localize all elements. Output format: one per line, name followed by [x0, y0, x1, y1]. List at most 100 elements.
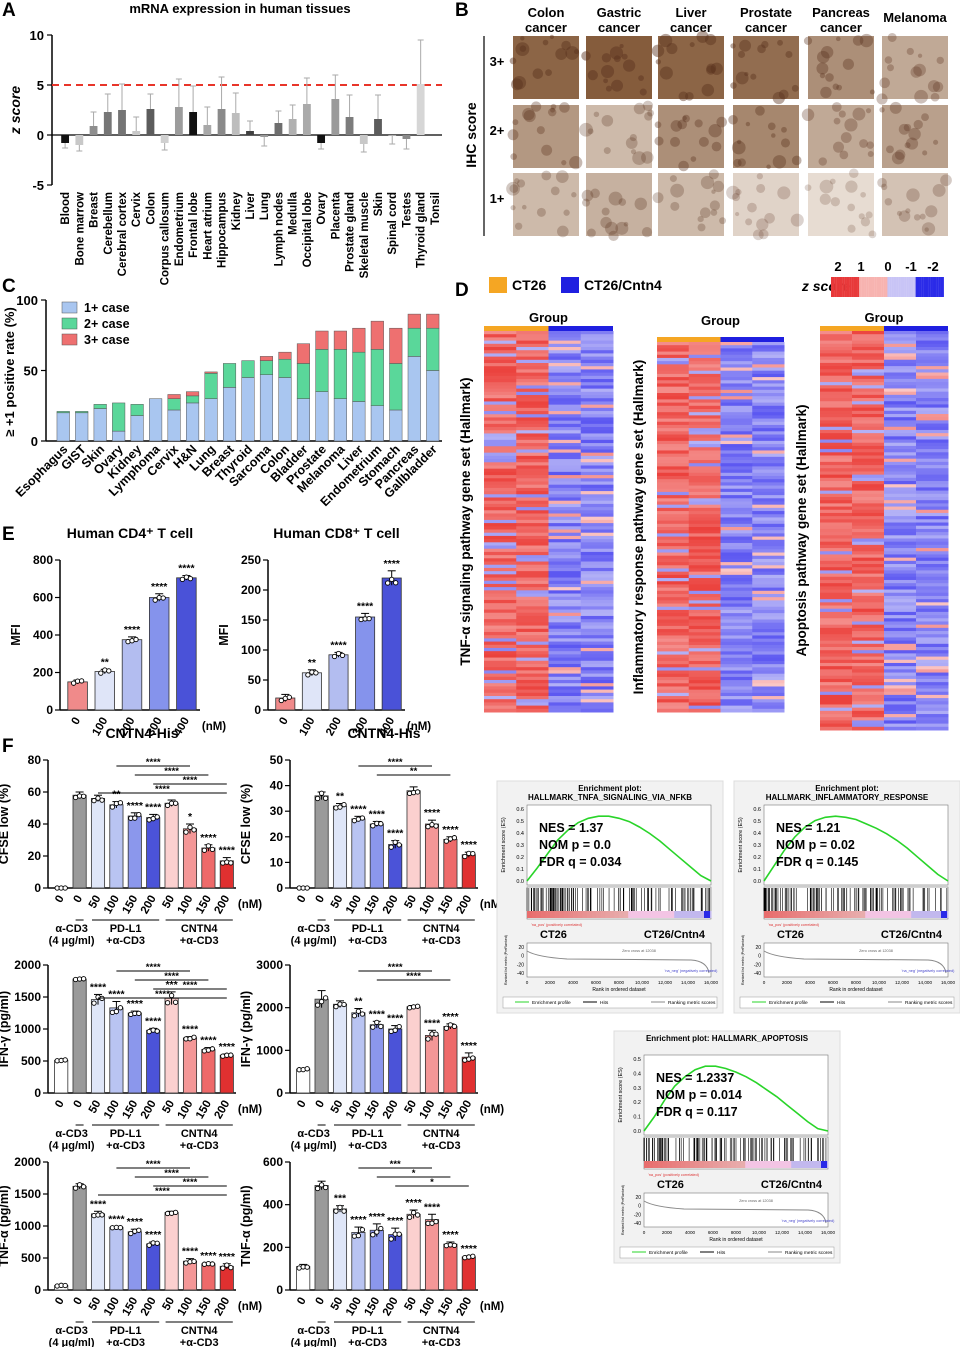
heatmap-cell — [752, 702, 785, 707]
heatmap-cell — [916, 378, 949, 383]
tissue-blob — [706, 63, 717, 74]
tissue-blob — [735, 211, 740, 217]
heatmap-cell — [580, 699, 614, 703]
data-point — [80, 793, 87, 799]
x-tick-label: 50 — [160, 894, 177, 911]
heatmap-cell — [820, 592, 853, 597]
heatmap-cell — [484, 660, 517, 665]
x-tick-label: 150 — [194, 1099, 214, 1122]
heatmap-cell — [484, 475, 517, 479]
tissue-blob — [852, 35, 864, 46]
bar — [328, 654, 349, 711]
rank-y-tick: 0 — [638, 1204, 641, 1210]
heatmap-cell — [820, 417, 853, 421]
heatmap-cell — [580, 449, 614, 454]
heatmap-cell — [916, 541, 949, 546]
heatmap-cell — [916, 375, 949, 380]
tissue-blob — [772, 91, 785, 105]
bar — [406, 1213, 421, 1291]
heatmap-cell — [720, 351, 753, 356]
heatmap-cell — [657, 402, 690, 407]
heatmap-cell — [688, 635, 721, 640]
heatmap-cell — [548, 590, 582, 595]
heatmap-cell — [916, 694, 949, 699]
heatmap-cell — [916, 388, 949, 393]
heatmap-cell — [688, 373, 721, 378]
significance-stars: **** — [145, 801, 162, 813]
heatmap-cell — [916, 404, 949, 409]
ihc-image-tile — [882, 36, 948, 99]
heatmap-cell — [852, 589, 885, 594]
ranking-color-band — [619, 911, 625, 918]
column-header-line: Pancreas — [812, 5, 870, 20]
tissue-blob — [819, 72, 826, 79]
heatmap-cell — [548, 673, 582, 678]
heatmap-cell — [548, 337, 582, 342]
heatmap-cell — [852, 503, 885, 508]
heatmap-cell — [516, 705, 549, 710]
heatmap-cell — [852, 484, 885, 488]
heatmap-cell — [580, 673, 614, 678]
heatmap-cell — [516, 532, 549, 537]
heatmap-cell — [484, 628, 517, 633]
heatmap-cell — [916, 707, 949, 712]
heatmap-cell — [852, 675, 885, 680]
heatmap-cell — [516, 372, 549, 377]
heatmap-cell — [884, 525, 917, 530]
heatmap-cell — [884, 516, 917, 520]
heatmap-cell — [516, 471, 549, 476]
heatmap-cell — [516, 407, 549, 412]
data-point — [117, 1005, 124, 1011]
heatmap-cell — [580, 350, 614, 354]
stacked-bar-segment — [56, 412, 70, 442]
stacked-bar-segment — [352, 351, 366, 402]
heatmap-cell — [720, 491, 753, 496]
group-label-line: +α-CD3 — [422, 1337, 461, 1347]
bar — [381, 577, 402, 711]
heatmap-cell — [580, 481, 614, 486]
heatmap-cell — [820, 685, 853, 690]
heatmap-cell — [580, 420, 614, 425]
ranking-color-band — [678, 911, 684, 918]
heatmap-cell — [884, 576, 917, 581]
significance-stars: **** — [369, 808, 386, 820]
y-tick-label: 2000 — [256, 1001, 283, 1015]
heatmap-cell — [752, 565, 785, 569]
heatmap-cell — [884, 701, 917, 705]
heatmap-cell — [752, 383, 785, 388]
heatmap-cell — [580, 548, 614, 553]
heatmap-cell — [688, 498, 721, 502]
ranking-color-band — [667, 1161, 673, 1168]
heatmap-cell — [516, 689, 549, 694]
ranking-color-band — [787, 911, 793, 918]
heatmap-cell — [752, 667, 785, 672]
heatmap-cell — [657, 536, 690, 541]
panel-label-f: F — [2, 736, 14, 757]
heatmap-cell — [752, 364, 785, 369]
ranking-color-band — [648, 1161, 654, 1168]
heatmap-cell — [916, 401, 949, 405]
heatmap-cell — [852, 385, 885, 389]
heatmap-cell — [688, 472, 721, 477]
heatmap-cell — [884, 519, 917, 524]
heatmap-cell — [580, 708, 614, 713]
heatmap-cell — [916, 640, 949, 645]
data-point — [378, 821, 384, 827]
phenotype-left: CT26 — [777, 929, 804, 941]
heatmap-cell — [657, 619, 690, 624]
bar — [369, 1229, 384, 1291]
heatmap-cell — [852, 359, 885, 364]
color-scale-step — [900, 277, 903, 297]
tissue-blob — [710, 209, 718, 216]
color-scale-step — [891, 277, 894, 297]
heatmap-cell — [852, 519, 885, 524]
tissue-blob — [719, 217, 727, 225]
heatmap-cell — [720, 619, 753, 624]
heatmap-cell — [884, 461, 917, 466]
data-point — [406, 1214, 413, 1220]
ranking-color-band — [740, 1161, 746, 1168]
heatmap-cell — [884, 535, 917, 539]
data-point — [392, 1027, 398, 1033]
heatmap-cell — [852, 637, 885, 642]
ranking-color-band — [655, 911, 661, 918]
